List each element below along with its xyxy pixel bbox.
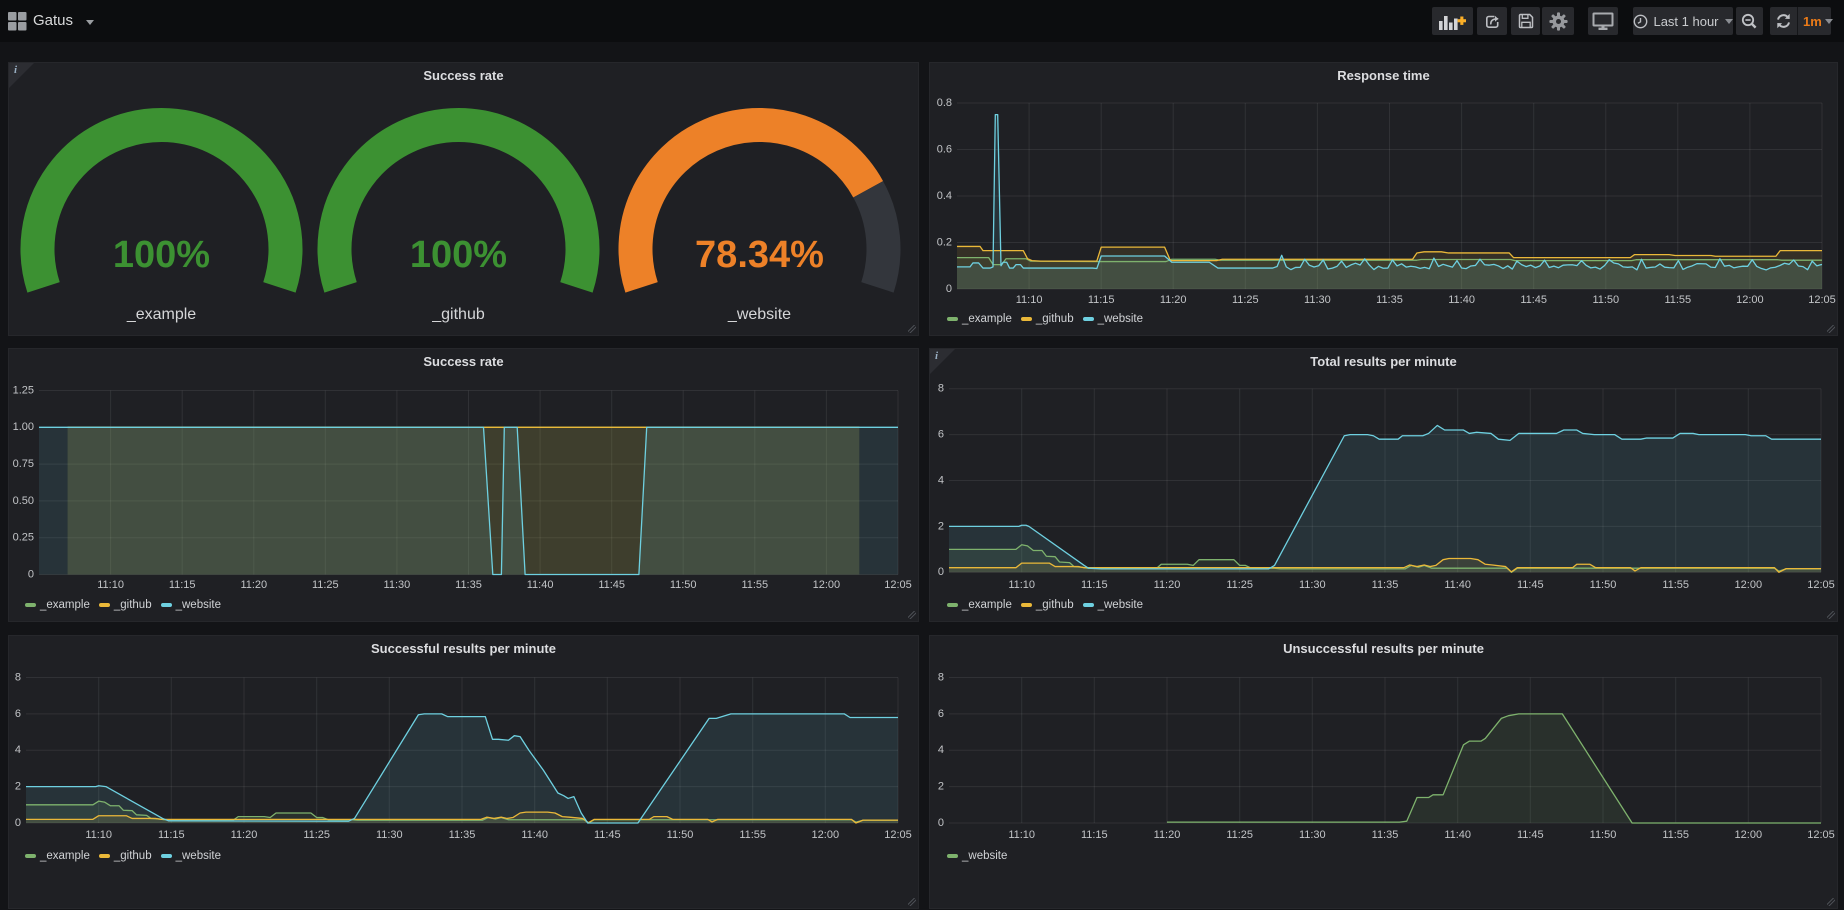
svg-text:8: 8 [938, 671, 944, 683]
svg-text:11:30: 11:30 [1304, 294, 1331, 306]
svg-text:0.8: 0.8 [937, 97, 952, 109]
svg-text:12:05: 12:05 [884, 829, 912, 841]
svg-text:11:25: 11:25 [1226, 829, 1253, 841]
svg-text:6: 6 [938, 429, 944, 441]
svg-text:11:10: 11:10 [97, 579, 124, 591]
svg-text:11:35: 11:35 [449, 829, 476, 841]
svg-text:11:15: 11:15 [1088, 294, 1115, 306]
svg-text:1.25: 1.25 [13, 384, 34, 396]
svg-text:100%: 100% [113, 234, 210, 276]
svg-text:2: 2 [938, 781, 944, 793]
svg-text:0: 0 [938, 817, 944, 829]
svg-text:11:35: 11:35 [1376, 294, 1403, 306]
svg-text:1.00: 1.00 [13, 421, 34, 433]
svg-text:11:55: 11:55 [739, 829, 766, 841]
svg-text:11:55: 11:55 [1664, 294, 1691, 306]
svg-text:_example: _example [126, 306, 196, 323]
svg-text:4: 4 [938, 744, 944, 756]
svg-text:11:55: 11:55 [1662, 579, 1689, 591]
svg-text:11:45: 11:45 [1517, 829, 1544, 841]
svg-text:11:10: 11:10 [1008, 829, 1035, 841]
svg-text:4: 4 [938, 474, 944, 486]
svg-text:11:40: 11:40 [1448, 294, 1475, 306]
svg-text:0: 0 [938, 566, 944, 578]
svg-text:6: 6 [15, 708, 21, 720]
svg-text:12:05: 12:05 [1807, 579, 1835, 591]
svg-text:11:45: 11:45 [594, 829, 621, 841]
svg-text:11:30: 11:30 [1299, 579, 1326, 591]
svg-text:11:45: 11:45 [598, 579, 625, 591]
svg-text:11:25: 11:25 [1226, 579, 1253, 591]
svg-text:12:00: 12:00 [813, 579, 841, 591]
svg-text:8: 8 [15, 671, 21, 683]
svg-text:11:35: 11:35 [1372, 579, 1399, 591]
svg-text:11:55: 11:55 [1662, 829, 1689, 841]
svg-text:12:00: 12:00 [1735, 829, 1763, 841]
svg-text:11:15: 11:15 [1081, 579, 1108, 591]
svg-text:11:25: 11:25 [303, 829, 330, 841]
svg-text:6: 6 [938, 708, 944, 720]
svg-text:0.2: 0.2 [937, 236, 952, 248]
svg-text:12:05: 12:05 [1808, 294, 1836, 306]
svg-text:11:35: 11:35 [455, 579, 482, 591]
svg-text:11:25: 11:25 [1232, 294, 1259, 306]
svg-text:2: 2 [938, 520, 944, 532]
svg-text:11:50: 11:50 [1590, 579, 1617, 591]
svg-text:11:30: 11:30 [1299, 829, 1326, 841]
svg-text:11:20: 11:20 [1160, 294, 1187, 306]
svg-text:2: 2 [15, 781, 21, 793]
svg-text:0.50: 0.50 [13, 495, 34, 507]
svg-text:11:20: 11:20 [231, 829, 258, 841]
svg-text:11:35: 11:35 [1372, 829, 1399, 841]
svg-text:100%: 100% [410, 234, 507, 276]
svg-text:11:15: 11:15 [169, 579, 196, 591]
svg-text:11:45: 11:45 [1520, 294, 1547, 306]
svg-text:12:05: 12:05 [1807, 829, 1835, 841]
svg-text:11:50: 11:50 [670, 579, 697, 591]
svg-text:11:30: 11:30 [376, 829, 403, 841]
svg-text:11:55: 11:55 [741, 579, 768, 591]
svg-text:11:15: 11:15 [1081, 829, 1108, 841]
svg-text:11:20: 11:20 [1154, 579, 1181, 591]
svg-text:78.34%: 78.34% [695, 234, 824, 276]
svg-text:11:40: 11:40 [1444, 829, 1471, 841]
svg-text:11:40: 11:40 [527, 579, 554, 591]
svg-text:_website: _website [727, 306, 791, 323]
svg-text:11:40: 11:40 [521, 829, 548, 841]
svg-text:0.25: 0.25 [13, 532, 34, 544]
svg-text:0.6: 0.6 [937, 143, 952, 155]
svg-text:0: 0 [28, 568, 34, 580]
svg-text:11:10: 11:10 [1016, 294, 1043, 306]
svg-text:11:15: 11:15 [158, 829, 185, 841]
svg-text:12:00: 12:00 [812, 829, 840, 841]
svg-text:11:25: 11:25 [312, 579, 339, 591]
svg-text:11:30: 11:30 [384, 579, 411, 591]
svg-text:11:40: 11:40 [1444, 579, 1471, 591]
svg-text:0: 0 [946, 283, 952, 295]
svg-text:11:10: 11:10 [1008, 579, 1035, 591]
svg-text:8: 8 [938, 383, 944, 395]
svg-text:0.75: 0.75 [13, 458, 34, 470]
svg-text:11:50: 11:50 [1590, 829, 1617, 841]
svg-text:0.4: 0.4 [937, 190, 952, 202]
svg-text:_github: _github [431, 306, 485, 323]
svg-text:12:05: 12:05 [884, 579, 912, 591]
svg-text:11:10: 11:10 [85, 829, 112, 841]
svg-text:11:50: 11:50 [667, 829, 694, 841]
svg-text:11:20: 11:20 [1154, 829, 1181, 841]
svg-text:4: 4 [15, 744, 21, 756]
svg-text:12:00: 12:00 [1736, 294, 1764, 306]
svg-text:11:50: 11:50 [1592, 294, 1619, 306]
svg-text:0: 0 [15, 817, 21, 829]
svg-text:12:00: 12:00 [1735, 579, 1763, 591]
svg-text:11:45: 11:45 [1517, 579, 1544, 591]
svg-text:11:20: 11:20 [240, 579, 267, 591]
